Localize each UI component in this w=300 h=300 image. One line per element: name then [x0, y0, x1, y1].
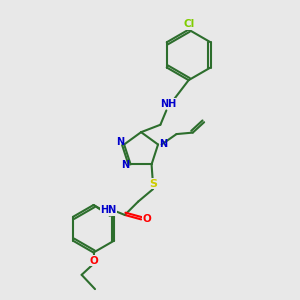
- Text: NH: NH: [160, 99, 176, 109]
- Text: S: S: [149, 179, 157, 189]
- Text: N: N: [122, 160, 130, 170]
- Text: O: O: [142, 214, 151, 224]
- Text: N: N: [116, 137, 124, 147]
- Text: HN: HN: [100, 206, 117, 215]
- Text: N: N: [159, 139, 167, 148]
- Text: Cl: Cl: [183, 19, 194, 29]
- Text: O: O: [89, 256, 98, 266]
